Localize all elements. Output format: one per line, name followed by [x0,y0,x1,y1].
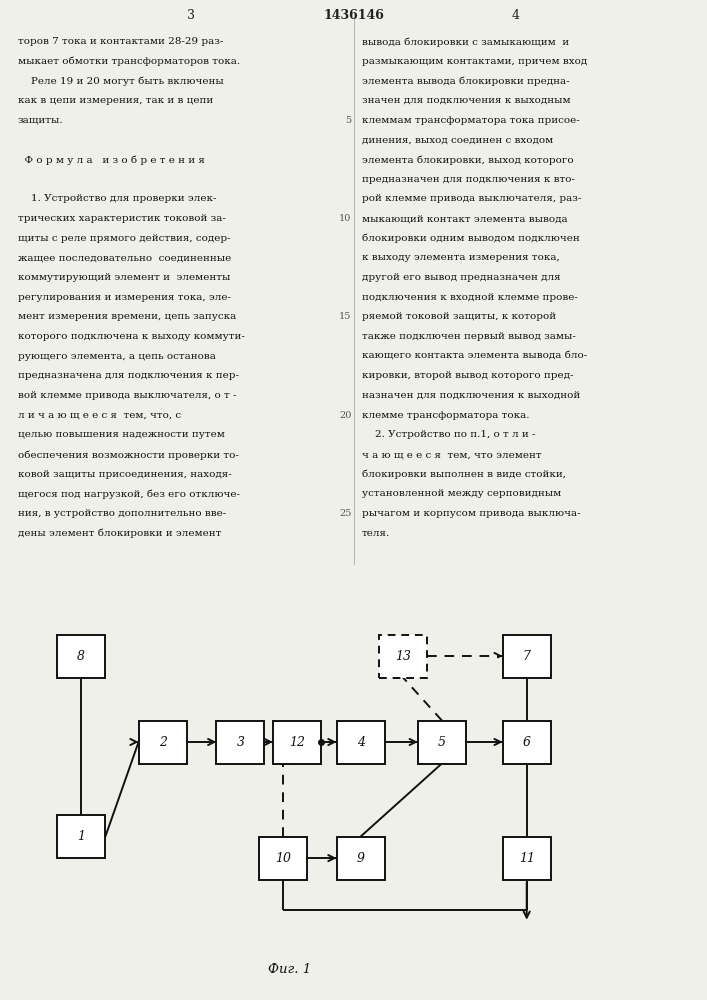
Text: 7: 7 [522,650,531,662]
Text: назначен для подключения к выходной: назначен для подключения к выходной [362,391,580,400]
Text: дены элемент блокировки и элемент: дены элемент блокировки и элемент [18,529,221,538]
Text: коммутирующий элемент и  элементы: коммутирующий элемент и элементы [18,273,230,282]
Bar [503,837,551,880]
Text: кающего контакта элемента вывода бло-: кающего контакта элемента вывода бло- [362,352,588,361]
Bar [503,635,551,678]
Text: 2: 2 [158,736,167,748]
Text: 4: 4 [512,9,520,22]
Bar [259,837,307,880]
Text: 10: 10 [339,214,351,223]
Text: элемента блокировки, выход которого: элемента блокировки, выход которого [362,155,573,165]
Text: 25: 25 [339,509,351,518]
Text: 2. Устройство по п.1, о т л и -: 2. Устройство по п.1, о т л и - [362,430,535,439]
Text: предназначен для подключения к вто-: предназначен для подключения к вто- [362,175,575,184]
Text: ковой защиты присоединения, находя-: ковой защиты присоединения, находя- [18,470,231,479]
Text: ния, в устройство дополнительно вве-: ния, в устройство дополнительно вве- [18,509,226,518]
Text: 11: 11 [519,852,534,865]
Text: торов 7 тока и контактами 28-29 раз-: торов 7 тока и контактами 28-29 раз- [18,37,223,46]
Text: 1436146: 1436146 [323,9,384,22]
Text: клеммам трансформатора тока присое-: клеммам трансформатора тока присое- [362,116,580,125]
Bar [139,720,187,764]
Text: рычагом и корпусом привода выключа-: рычагом и корпусом привода выключа- [362,509,580,518]
Text: динения, выход соединен с входом: динения, выход соединен с входом [362,135,554,144]
Text: 10: 10 [275,852,291,865]
Text: мыкает обмотки трансформаторов тока.: мыкает обмотки трансформаторов тока. [18,57,240,66]
Text: жащее последовательно  соединенные: жащее последовательно соединенные [18,253,231,262]
Text: предназначена для подключения к пер-: предназначена для подключения к пер- [18,371,239,380]
Text: 1. Устройство для проверки элек-: 1. Устройство для проверки элек- [18,194,216,203]
Bar [57,635,105,678]
Bar [273,720,321,764]
Text: 6: 6 [522,736,531,748]
Text: ч а ю щ е е с я  тем, что элемент: ч а ю щ е е с я тем, что элемент [362,450,542,459]
Text: 13: 13 [395,650,411,662]
Text: 15: 15 [339,312,351,321]
Text: установленной между серповидным: установленной между серповидным [362,489,561,498]
Text: к выходу элемента измерения тока,: к выходу элемента измерения тока, [362,253,560,262]
Text: также подключен первый вывод замы-: также подключен первый вывод замы- [362,332,576,341]
Bar [503,720,551,764]
Text: Реле 19 и 20 могут быть включены: Реле 19 и 20 могут быть включены [18,76,223,86]
Text: щегося под нагрузкой, без его отключе-: щегося под нагрузкой, без его отключе- [18,489,240,499]
Text: 1: 1 [77,830,86,843]
Text: кировки, второй вывод которого пред-: кировки, второй вывод которого пред- [362,371,573,380]
Text: подключения к входной клемме прове-: подключения к входной клемме прове- [362,293,578,302]
Text: мыкающий контакт элемента вывода: мыкающий контакт элемента вывода [362,214,568,223]
Bar [418,720,466,764]
Bar [337,720,385,764]
Text: л и ч а ю щ е е с я  тем, что, с: л и ч а ю щ е е с я тем, что, с [18,411,181,420]
Text: целью повышения надежности путем: целью повышения надежности путем [18,430,225,439]
Text: обеспечения возможности проверки то-: обеспечения возможности проверки то- [18,450,238,460]
Text: размыкающим контактами, причем вход: размыкающим контактами, причем вход [362,57,588,66]
Bar [337,837,385,880]
Text: блокировки одним выводом подключен: блокировки одним выводом подключен [362,234,580,243]
Text: 4: 4 [356,736,365,748]
Text: 9: 9 [356,852,365,865]
Bar [379,635,427,678]
Text: 20: 20 [339,411,351,420]
Text: Ф о р м у л а   и з о б р е т е н и я: Ф о р м у л а и з о б р е т е н и я [18,155,204,165]
Text: вывода блокировки с замыкающим  и: вывода блокировки с замыкающим и [362,37,569,47]
Text: 3: 3 [236,736,245,748]
Text: значен для подключения к выходным: значен для подключения к выходным [362,96,571,105]
Text: блокировки выполнен в виде стойки,: блокировки выполнен в виде стойки, [362,470,566,479]
Bar [57,815,105,858]
Text: 12: 12 [289,736,305,748]
Text: 5: 5 [345,116,351,125]
Text: теля.: теля. [362,529,390,538]
Text: регулирования и измерения тока, эле-: регулирования и измерения тока, эле- [18,293,230,302]
Text: рой клемме привода выключателя, раз-: рой клемме привода выключателя, раз- [362,194,581,203]
Text: мент измерения времени, цепь запуска: мент измерения времени, цепь запуска [18,312,236,321]
Bar [216,720,264,764]
Text: ряемой токовой защиты, к которой: ряемой токовой защиты, к которой [362,312,556,321]
Text: 5: 5 [438,736,446,748]
Text: трических характеристик токовой за-: трических характеристик токовой за- [18,214,226,223]
Text: элемента вывода блокировки предна-: элемента вывода блокировки предна- [362,76,570,86]
Text: Фиг. 1: Фиг. 1 [269,963,311,976]
Text: вой клемме привода выключателя, о т -: вой клемме привода выключателя, о т - [18,391,236,400]
Text: щиты с реле прямого действия, содер-: щиты с реле прямого действия, содер- [18,234,230,243]
Text: как в цепи измерения, так и в цепи: как в цепи измерения, так и в цепи [18,96,213,105]
Text: которого подключена к выходу коммути-: которого подключена к выходу коммути- [18,332,245,341]
Text: 3: 3 [187,9,195,22]
Text: 8: 8 [77,650,86,662]
Text: другой его вывод предназначен для: другой его вывод предназначен для [362,273,561,282]
Text: рующего элемента, а цепь останова: рующего элемента, а цепь останова [18,352,216,361]
Text: клемме трансформатора тока.: клемме трансформатора тока. [362,411,530,420]
Text: защиты.: защиты. [18,116,64,125]
